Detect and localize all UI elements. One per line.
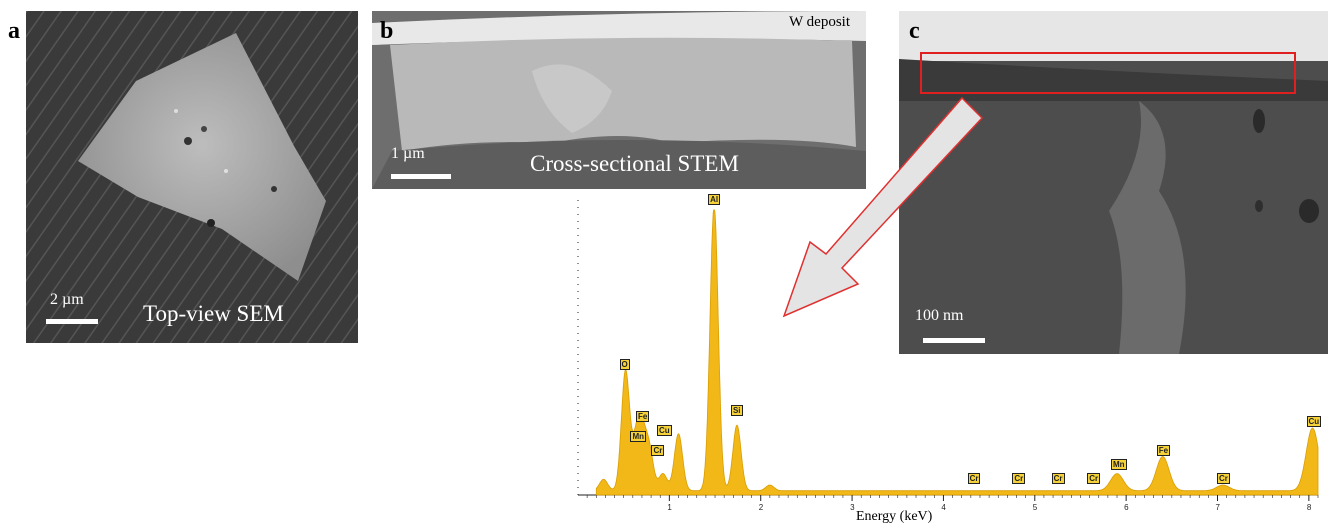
panel-letter-c: c	[909, 18, 920, 44]
stem-layer-graphic	[372, 11, 866, 189]
x-axis-title: Energy (keV)	[856, 509, 933, 524]
stem-detail-graphic	[899, 11, 1328, 354]
x-tick-label: 8	[1306, 503, 1312, 512]
analysis-region-box	[920, 52, 1296, 94]
panel-letter-b: b	[380, 18, 394, 44]
peak-label: Si	[730, 404, 743, 416]
sem-flake-graphic	[26, 11, 358, 343]
top-view-sem-image: 2 µm Top-view SEM	[26, 11, 358, 343]
x-tick-label: 1	[667, 503, 672, 512]
cross-section-stem-image: W deposit 1 µm Cross-sectional STEM	[372, 11, 866, 189]
peak-label: Cr	[651, 444, 665, 456]
peak-label: Cr	[1012, 473, 1026, 485]
panel-caption: Top-view SEM	[143, 301, 284, 326]
peak-label: Cu	[656, 424, 672, 436]
scale-label: 1 µm	[391, 145, 425, 162]
scale-label: 2 µm	[50, 291, 84, 308]
peak-label: Fe	[635, 410, 650, 422]
peak-label: Cu	[1306, 416, 1322, 428]
peak-label: Al	[708, 194, 721, 205]
x-tick-label: 3	[850, 503, 855, 512]
scale-label: 100 nm	[915, 307, 964, 324]
x-tick-label: 2	[758, 503, 764, 512]
x-tick-label: 5	[1032, 503, 1038, 512]
panel-caption: Cross-sectional STEM	[530, 151, 739, 176]
peak-label: O	[619, 359, 630, 371]
peak-label: Mn	[630, 430, 647, 442]
peak-label: Cr	[1087, 473, 1101, 485]
peak-label: Fe	[1156, 444, 1171, 456]
x-tick-label: 7	[1215, 503, 1220, 512]
edx-spectrum-chart	[577, 200, 1319, 501]
w-deposit-label: W deposit	[789, 14, 850, 30]
peak-label: Mn	[1111, 459, 1127, 471]
stem-detail-image: 100 nm	[899, 11, 1328, 354]
arrow-graphic	[782, 96, 984, 318]
x-tick-label: 4	[941, 503, 946, 512]
x-tick-label: 6	[1124, 503, 1129, 512]
spectrum-area	[595, 209, 1319, 496]
scale-bar	[923, 338, 985, 343]
peak-label: Cr	[1051, 473, 1065, 485]
scale-bar	[46, 319, 98, 324]
panel-letter-a: a	[8, 18, 20, 44]
peak-label: Cr	[1216, 473, 1230, 485]
scale-bar	[391, 174, 451, 179]
peak-label: Cr	[967, 473, 981, 485]
